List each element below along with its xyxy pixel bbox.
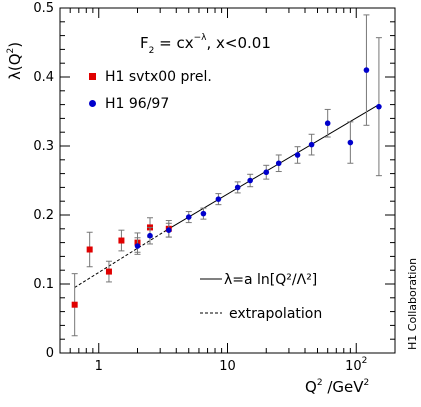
data-point-circle [363, 67, 370, 73]
formula-eq: = cx [154, 34, 193, 52]
extrapolation-legend-label: extrapolation [229, 306, 322, 322]
data-point-circle [308, 141, 315, 148]
legend: H1 svtx00 prel. H1 96/97 [89, 69, 212, 112]
data-point-circle [324, 120, 331, 127]
data-point-circle [147, 232, 153, 239]
y-axis-title-sup: 2 [6, 48, 16, 54]
x-tick-label: 1 [95, 359, 103, 374]
x-axis-title-unit-sup: 2 [363, 378, 369, 388]
y-tick-label: 0.3 [33, 139, 54, 154]
y-tick-label: 0.4 [33, 70, 54, 85]
formula-f: F [140, 34, 149, 52]
x-axis-title-base: Q [305, 378, 317, 396]
legend-marker-h1-9697 [89, 100, 96, 107]
data-point-circle [275, 160, 282, 167]
data-point-circle [376, 103, 382, 110]
plot-frame [59, 7, 396, 354]
data-point-circle [200, 210, 207, 217]
x-tick-label: 102 [345, 356, 367, 374]
extrapolation-line [74, 228, 170, 288]
y-axis-title: λ(Q2) [6, 42, 24, 80]
x-axis-title-sup: 2 [317, 378, 323, 388]
x-axis-title: Q2 /GeV2 [305, 378, 369, 396]
data-point-square [105, 268, 112, 275]
data-point-square [71, 301, 78, 308]
x-tick-label: 10 [219, 359, 236, 374]
side-label-h1-collaboration: H1 Collaboration [406, 258, 419, 350]
formula-exp: −λ [194, 33, 208, 43]
fit-line [168, 104, 380, 230]
y-axis-title-base: λ(Q [6, 53, 24, 80]
legend-label-svtx00: H1 svtx00 prel. [105, 69, 212, 85]
ticks-layer: 00.10.20.30.40.51 10 102 [33, 1, 396, 374]
formula-sub: 2 [149, 46, 155, 56]
data-point-square [86, 246, 93, 253]
x-axis-title-unit: /GeV [323, 378, 365, 396]
points-layer [71, 14, 382, 337]
data-point-circle [134, 243, 141, 249]
y-tick-label: 0 [46, 346, 54, 361]
fit-legend-label: λ=a ln[Q²/Λ²] [224, 272, 317, 288]
y-tick-label: 0.2 [33, 208, 54, 223]
data-point-circle [185, 214, 192, 220]
legend-label-h1-9697: H1 96/97 [105, 96, 169, 112]
y-tick-label: 0.5 [33, 1, 54, 16]
formula-cond: , x<0.01 [206, 34, 270, 52]
fit-layer [74, 104, 380, 288]
data-point-circle [263, 169, 270, 176]
x-tick-label-base: 1 [95, 359, 103, 374]
data-point-circle [347, 139, 354, 146]
data-point-circle [294, 152, 301, 158]
legend-marker-svtx00 [89, 73, 96, 80]
data-point-square [118, 237, 125, 244]
y-tick-label: 0.1 [33, 277, 54, 292]
x-tick-label-base: 10 [219, 359, 236, 374]
data-point-circle [234, 184, 241, 191]
formula-annotation: F2 = cx−λ, x<0.01 [140, 33, 271, 56]
fit-legend: λ=a ln[Q²/Λ²] extrapolation [200, 272, 322, 322]
x-tick-label-sup: 2 [362, 356, 368, 366]
y-axis-title-close: ) [6, 42, 24, 48]
data-point-circle [247, 177, 253, 184]
data-point-circle [215, 196, 222, 202]
x-tick-label-base: 10 [345, 359, 362, 374]
data-point-circle [166, 227, 172, 233]
